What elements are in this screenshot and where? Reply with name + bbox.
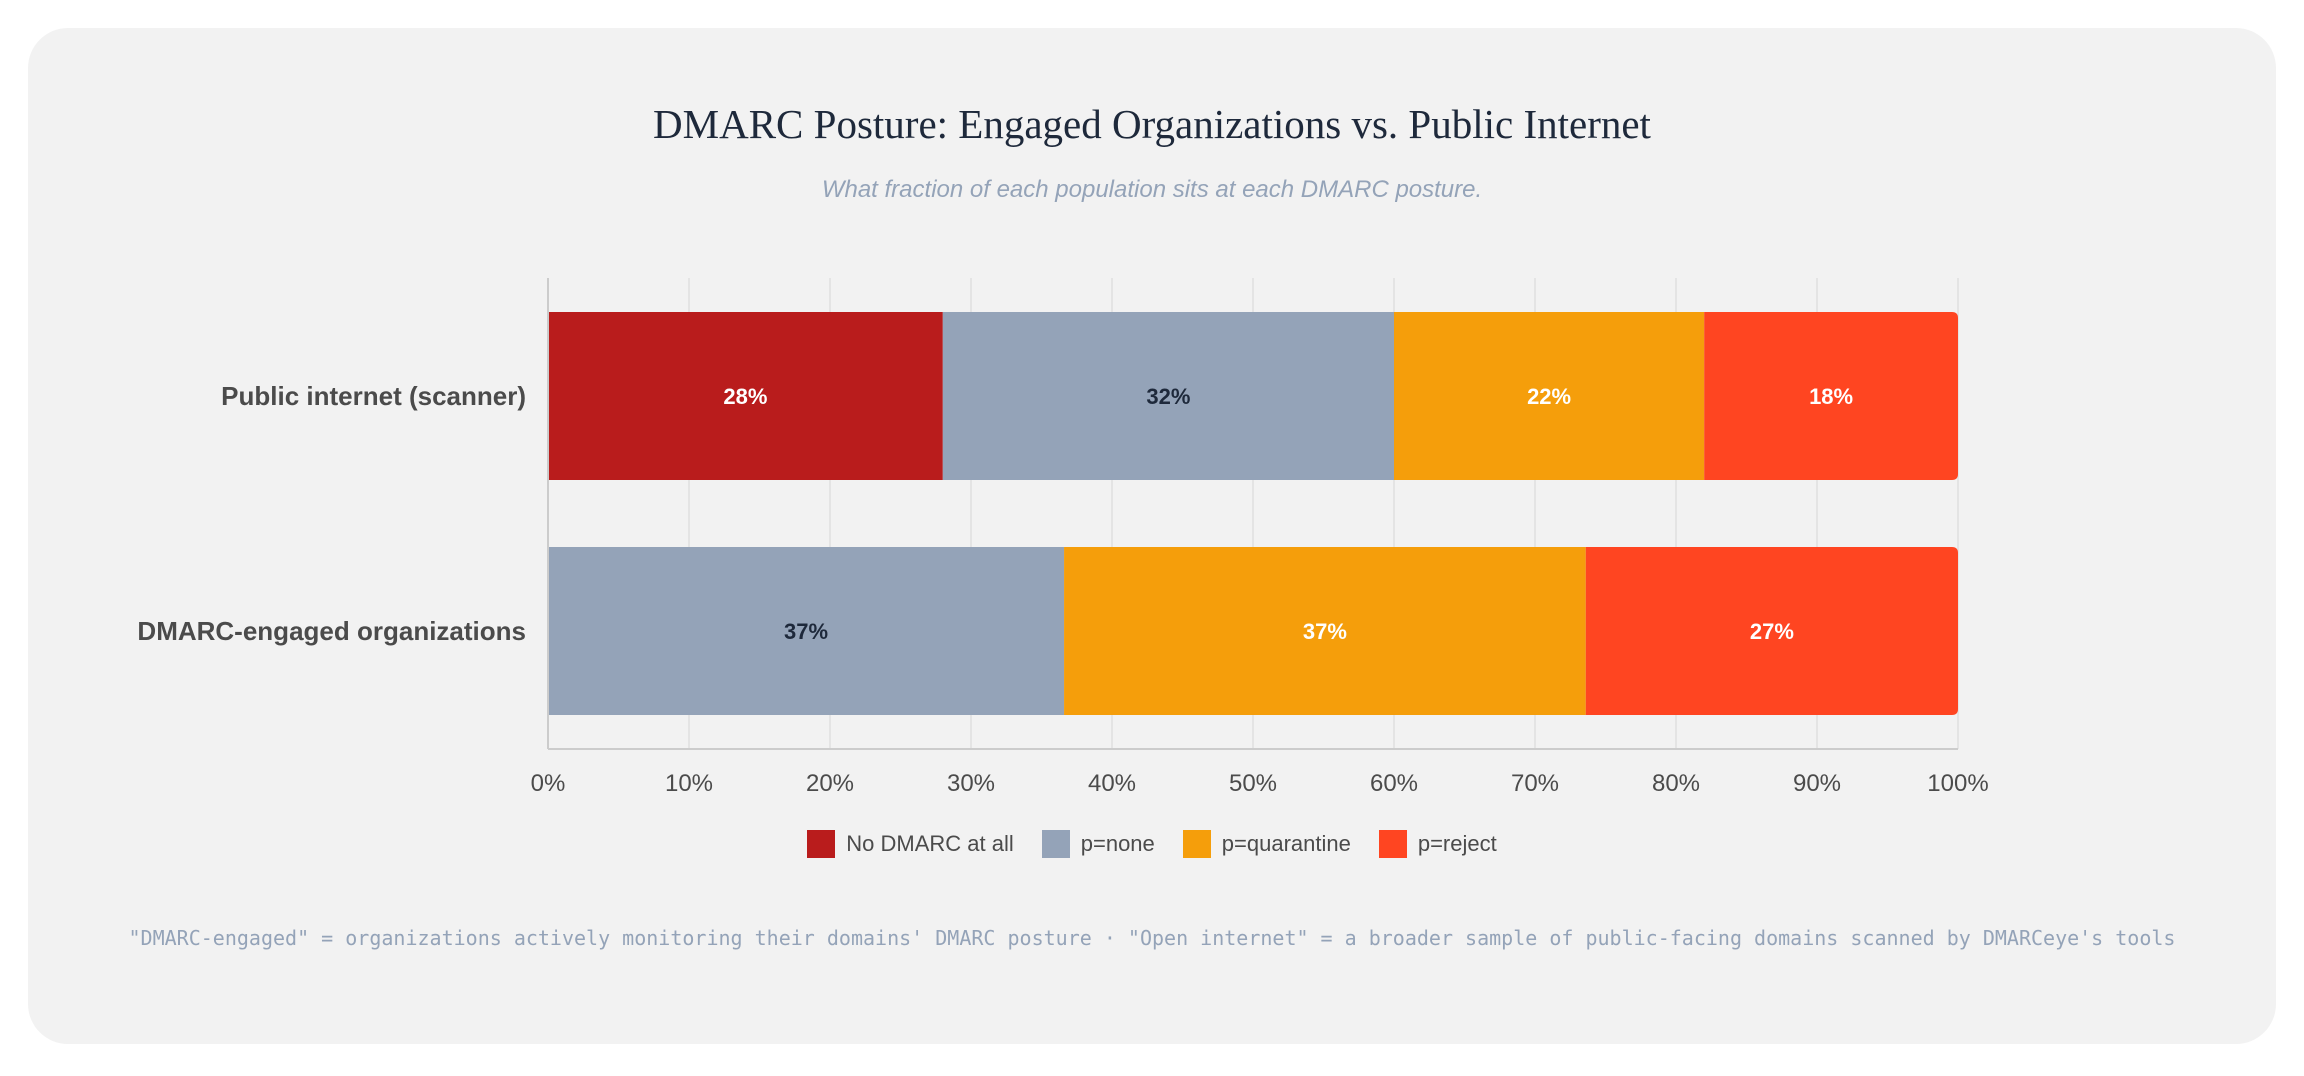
legend-label: No DMARC at all <box>846 831 1014 856</box>
x-tick-label: 70% <box>1511 770 1559 797</box>
legend-item: p=reject <box>1378 830 1497 858</box>
bar-segment <box>1394 312 1705 480</box>
bar-data-label: 32% <box>1146 384 1190 409</box>
bar-segment <box>1704 312 1958 480</box>
legend-item: p=none <box>1041 830 1155 858</box>
chart-card <box>28 28 2276 1044</box>
bar-segment <box>1064 547 1586 715</box>
x-tick-label: 0% <box>531 770 566 797</box>
legend-label: p=none <box>1080 831 1155 856</box>
bar-segment <box>1585 547 1958 715</box>
bar-data-label: 18% <box>1809 384 1853 409</box>
bar-data-label: 37% <box>784 619 828 644</box>
bar-data-label: 28% <box>723 384 767 409</box>
legend-swatch <box>1182 830 1211 858</box>
x-tick-label: 50% <box>1229 770 1277 797</box>
chart-legend: No DMARC at all p=none p=quarantine p=rejec… <box>0 830 2304 858</box>
chart-title: DMARC Posture: Engaged Organizations vs.… <box>653 101 1651 147</box>
legend-item: No DMARC at all <box>807 830 1014 858</box>
x-tick-label: 10% <box>665 770 713 797</box>
legend-swatch <box>1378 830 1407 858</box>
chart-subtitle: What fraction of each population sits at… <box>821 176 1483 203</box>
x-tick-label: 30% <box>947 770 995 797</box>
legend-item: p=quarantine <box>1182 830 1351 858</box>
bar-segment <box>548 547 1065 715</box>
chart-footnote: "DMARC-engaged" = organizations actively… <box>128 926 2176 950</box>
legend-swatch <box>807 830 836 858</box>
x-tick-label: 100% <box>1927 770 1988 797</box>
x-tick-label: 60% <box>1370 770 1418 797</box>
legend-label: p=reject <box>1417 831 1497 856</box>
x-tick-label: 40% <box>1088 770 1136 797</box>
bar-data-label: 37% <box>1303 619 1347 644</box>
bar-data-label: 27% <box>1750 619 1794 644</box>
bar-data-label: 22% <box>1527 384 1571 409</box>
legend-swatch <box>1041 830 1070 858</box>
category-label: Public internet (scanner) <box>221 381 526 411</box>
category-label: DMARC-engaged organizations <box>137 616 526 646</box>
x-tick-label: 20% <box>806 770 854 797</box>
legend-label: p=quarantine <box>1221 831 1351 856</box>
bar-segment <box>548 312 943 480</box>
x-tick-label: 80% <box>1652 770 1700 797</box>
bar-segment <box>942 312 1394 480</box>
x-tick-label: 90% <box>1793 770 1841 797</box>
